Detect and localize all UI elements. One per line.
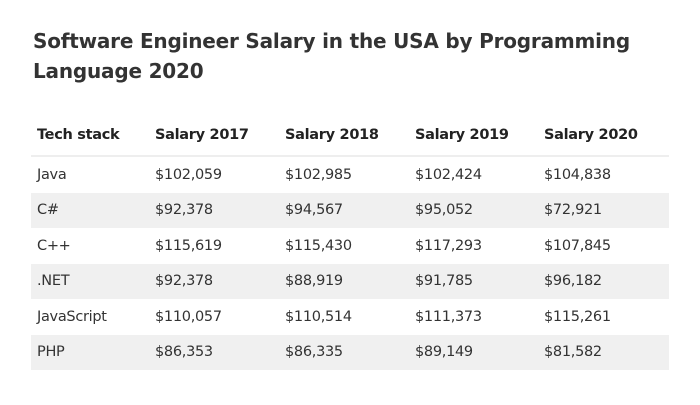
header-salary-2017: Salary 2017 xyxy=(149,115,279,157)
salary-cell: $91,785 xyxy=(409,263,538,299)
salary-cell: $81,582 xyxy=(538,334,669,370)
page-title: Software Engineer Salary in the USA by P… xyxy=(33,29,630,83)
salary-cell: $86,353 xyxy=(149,334,279,370)
tech-stack-cell: JavaScript xyxy=(37,308,107,325)
salary-cell: $96,182 xyxy=(538,263,669,299)
tech-stack-cell: .NET xyxy=(31,263,149,299)
salary-cell: $115,261 xyxy=(544,308,611,325)
salary-cell: $102,424 xyxy=(415,166,482,183)
table-header-row: Tech stack Salary 2017 Salary 2018 Salar… xyxy=(31,115,669,157)
salary-cell: $92,378 xyxy=(149,192,279,228)
salary-cell: $89,149 xyxy=(409,334,538,370)
tech-stack-cell: Java xyxy=(37,166,67,183)
salary-cell: $110,057 xyxy=(155,308,222,325)
salary-table: Tech stack Salary 2017 Salary 2018 Salar… xyxy=(31,115,669,370)
salary-cell: $92,378 xyxy=(149,263,279,299)
salary-cell: $95,052 xyxy=(409,192,538,228)
salary-cell: $110,514 xyxy=(285,308,352,325)
salary-cell: $102,985 xyxy=(285,166,352,183)
header-salary-2020: Salary 2020 xyxy=(538,115,669,157)
salary-cell: $115,430 xyxy=(285,237,352,254)
salary-cell: $88,919 xyxy=(279,263,409,299)
table-row: C++ $115,619 $115,430 $117,293 $107,845 xyxy=(31,228,669,264)
salary-cell: $102,059 xyxy=(155,166,222,183)
table-row: PHP $86,353 $86,335 $89,149 $81,582 xyxy=(31,334,669,370)
salary-cell: $111,373 xyxy=(415,308,482,325)
header-salary-2019: Salary 2019 xyxy=(409,115,538,157)
salary-cell: $104,838 xyxy=(544,166,611,183)
table-row: .NET $92,378 $88,919 $91,785 $96,182 xyxy=(31,263,669,299)
header-tech-stack: Tech stack xyxy=(31,115,149,157)
table-row: Java $102,059 $102,985 $102,424 $104,838 xyxy=(31,156,669,193)
tech-stack-cell: C++ xyxy=(37,237,71,254)
salary-cell: $94,567 xyxy=(279,192,409,228)
tech-stack-cell: C# xyxy=(31,192,149,228)
salary-cell: $117,293 xyxy=(415,237,482,254)
header-salary-2018: Salary 2018 xyxy=(279,115,409,157)
table-row: JavaScript $110,057 $110,514 $111,373 $115,2… xyxy=(31,299,669,335)
salary-cell: $86,335 xyxy=(279,334,409,370)
tech-stack-cell: PHP xyxy=(31,334,149,370)
table-row: C# $92,378 $94,567 $95,052 $72,921 xyxy=(31,192,669,228)
salary-cell: $115,619 xyxy=(155,237,222,254)
salary-cell: $107,845 xyxy=(544,237,611,254)
salary-cell: $72,921 xyxy=(538,192,669,228)
